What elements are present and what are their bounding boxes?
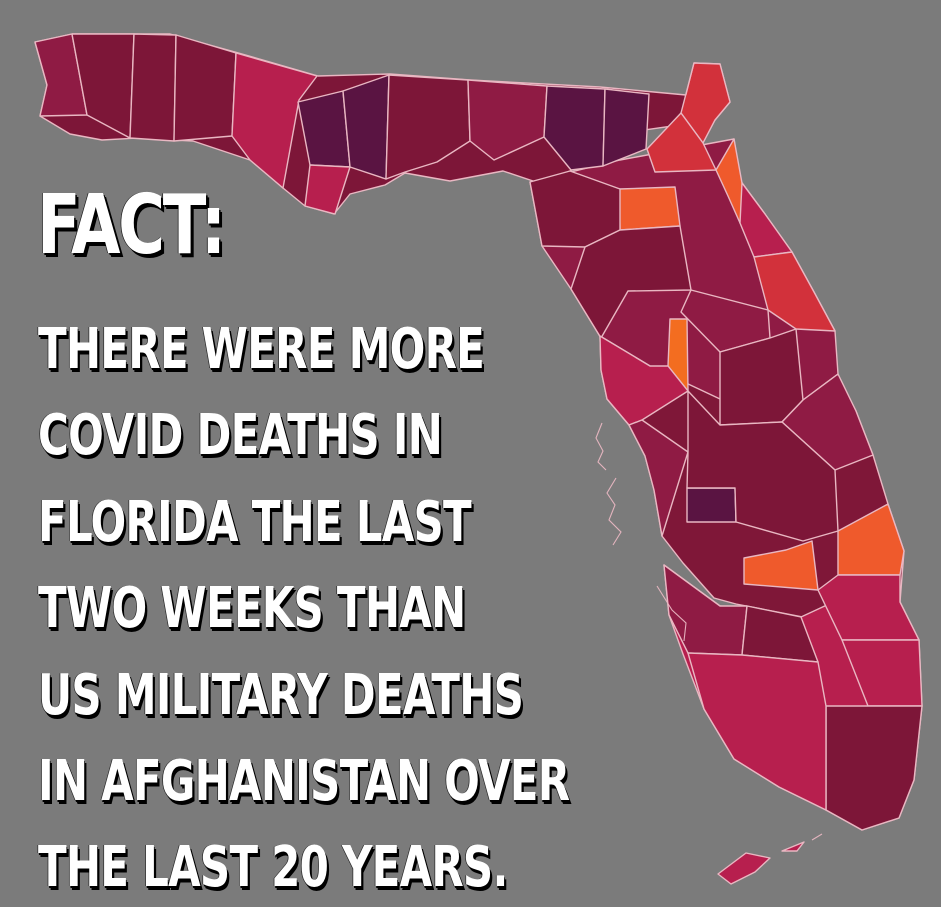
county-panhandle-1 (34, 33, 88, 117)
coast-detail-lines (595, 62, 823, 841)
fact-line-4: TWO WEEKS THAN (38, 576, 466, 641)
county-big-bend-3 (543, 85, 606, 171)
fact-heading: FACT: (37, 178, 226, 273)
fact-line-6: IN AFGHANISTAN OVER (38, 749, 570, 814)
county-orange-gainesville (618, 186, 681, 231)
county-orange-east-coast (837, 503, 905, 576)
county-big-bend-4 (602, 88, 650, 167)
small-key-west (781, 841, 805, 852)
county-overlays (34, 33, 923, 831)
county-north-east-2 (646, 112, 717, 173)
county-big-bend-2 (467, 79, 548, 161)
county-central-3 (686, 390, 839, 542)
county-panhandle-8 (304, 164, 351, 215)
county-panhandle-4 (173, 34, 237, 142)
fact-line-5: US MILITARY DEATHS (38, 663, 524, 728)
county-north-central-2 (570, 225, 692, 339)
keys-dot (811, 833, 823, 841)
county-south-tip (825, 705, 923, 831)
county-panhandle-7 (342, 74, 390, 180)
west-coast-inlet (595, 422, 607, 471)
north-east-border (685, 62, 695, 96)
southwest-coast-line (656, 585, 687, 642)
tampa-bay-coast (606, 477, 622, 546)
county-panhandle-5 (231, 52, 318, 189)
fact-line-2: COVID DEATHS IN (38, 403, 443, 468)
keys-island (717, 852, 771, 885)
county-purple-polk (686, 487, 737, 523)
fact-line-1: THERE WERE MORE (38, 317, 485, 382)
fact-line-7: THE LAST 20 YEARS. (38, 835, 508, 900)
county-west-coast-2 (628, 419, 689, 537)
county-panhandle-3 (129, 33, 177, 142)
fact-line-3: FLORIDA THE LAST (38, 490, 472, 555)
county-south-west-3 (687, 652, 827, 811)
county-orange-south-central (743, 540, 819, 591)
